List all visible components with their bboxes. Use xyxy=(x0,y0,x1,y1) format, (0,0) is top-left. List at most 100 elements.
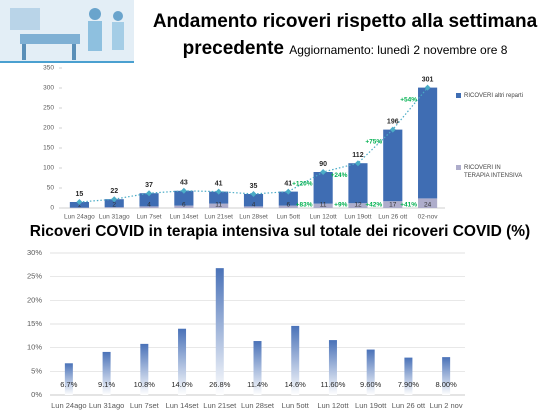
x-tick-label: 02-nov xyxy=(418,214,439,221)
bar xyxy=(178,328,187,395)
legend-label: RICOVERI altri reparti xyxy=(464,93,524,99)
y-tick-label: 300 xyxy=(43,85,54,92)
segment-label: 24 xyxy=(424,202,432,209)
segment-label: 1 xyxy=(78,202,82,209)
bar-segment xyxy=(209,191,229,204)
segment-label: 17 xyxy=(389,202,397,209)
segment-label: 6 xyxy=(287,202,291,209)
y-tick-label: 350 xyxy=(43,65,54,72)
x-tick-label: Lun 19ott xyxy=(355,401,387,410)
illustration xyxy=(0,0,134,63)
y-tick-label: 25% xyxy=(27,272,42,281)
segment-label: 4 xyxy=(147,202,151,209)
chart-title: Ricoveri COVID in terapia intensiva sul … xyxy=(30,223,530,240)
x-tick-label: Lun 26 ott xyxy=(392,401,426,410)
total-marker xyxy=(424,84,431,91)
value-label: 6.7% xyxy=(60,380,77,389)
bar xyxy=(442,357,451,395)
x-tick-label: Lun 31ago xyxy=(89,401,124,410)
total-marker xyxy=(111,196,118,203)
legend-label: RICOVERI IN TERAPIA INTENSIVA xyxy=(464,165,523,179)
x-tick-label: Lun 28set xyxy=(241,401,275,410)
total-marker xyxy=(250,191,257,197)
x-tick-label: Lun 14set xyxy=(170,214,199,221)
total-label: 37 xyxy=(145,182,153,189)
bar-segment xyxy=(418,198,438,208)
x-tick-label: Lun 31ago xyxy=(99,214,130,221)
bar xyxy=(291,325,300,395)
segment-label: 11 xyxy=(215,202,222,209)
total-label: 90 xyxy=(319,161,327,168)
segment-label: 11 xyxy=(320,202,327,209)
total-label: 112 xyxy=(352,152,363,159)
total-marker xyxy=(146,190,153,197)
bar-segment xyxy=(278,205,298,208)
legend-swatch xyxy=(456,165,461,170)
legend-item: RICOVERI altri reparti xyxy=(456,92,524,100)
bar xyxy=(215,268,224,395)
bar xyxy=(64,363,73,395)
bar-segment xyxy=(383,129,403,202)
y-tick-label: 0 xyxy=(50,205,54,212)
total-label: 301 xyxy=(422,76,434,83)
y-tick-label: 5% xyxy=(31,366,42,375)
bar-segment xyxy=(174,190,194,206)
bar-segment xyxy=(139,193,159,207)
bar-segment xyxy=(348,203,368,208)
value-label: 26.8% xyxy=(209,380,231,389)
x-tick-label: Lun 26 ott xyxy=(378,214,407,221)
bar-segment xyxy=(383,201,403,208)
bar-segment xyxy=(313,172,333,204)
x-tick-label: Lun 28set xyxy=(239,214,268,221)
total-marker xyxy=(285,188,292,195)
bar-segment xyxy=(104,199,124,208)
x-tick-label: Lun 7set xyxy=(137,214,162,221)
bar xyxy=(328,340,337,395)
y-tick-label: 30% xyxy=(27,248,42,257)
bar-segment xyxy=(209,203,229,208)
x-tick-label: Lun 21set xyxy=(203,401,237,410)
y-tick-label: 10% xyxy=(27,343,42,352)
bar-segment xyxy=(418,87,438,199)
bar xyxy=(102,351,111,395)
change-label: +24% xyxy=(331,172,348,179)
segment-label: 6 xyxy=(182,202,186,209)
x-tick-label: Lun 12ott xyxy=(310,214,337,221)
change-label: +41% xyxy=(400,202,417,209)
change-label: +75% xyxy=(365,138,382,145)
bar xyxy=(140,343,149,395)
change-label: +9% xyxy=(334,202,347,209)
total-label: 35 xyxy=(250,183,258,190)
total-label: 41 xyxy=(284,180,292,187)
bar-segment xyxy=(174,205,194,208)
x-tick-label: Lun 14set xyxy=(166,401,200,410)
x-tick-label: Lun 5ott xyxy=(277,214,301,221)
x-tick-label: Lun 5ott xyxy=(282,401,310,410)
x-tick-label: Lun 24ago xyxy=(64,214,95,221)
y-tick-label: 150 xyxy=(43,145,54,152)
y-tick-label: 50 xyxy=(47,185,55,192)
total-marker xyxy=(389,126,396,133)
value-label: 14.0% xyxy=(171,380,193,389)
value-label: 11.4% xyxy=(247,380,268,389)
bar-segment xyxy=(313,203,333,208)
bar-segment xyxy=(243,194,264,207)
change-label: +83% xyxy=(296,202,313,209)
value-label: 10.8% xyxy=(134,380,156,389)
bar xyxy=(404,357,413,395)
x-tick-label: Lun 21set xyxy=(204,214,233,221)
total-marker xyxy=(354,160,361,167)
subtitle: Aggiornamento: lunedì 2 novembre ore 8 xyxy=(289,43,508,57)
y-tick-label: 15% xyxy=(27,319,42,328)
change-label: +120% xyxy=(292,181,313,188)
total-line xyxy=(79,87,429,203)
bar xyxy=(253,341,262,395)
legend-swatch xyxy=(456,93,461,98)
x-tick-label: Lun 12ott xyxy=(317,401,349,410)
change-label: +42% xyxy=(365,202,382,209)
segment-label: 12 xyxy=(354,202,362,209)
total-label: 196 xyxy=(387,118,399,125)
bar xyxy=(366,349,375,395)
